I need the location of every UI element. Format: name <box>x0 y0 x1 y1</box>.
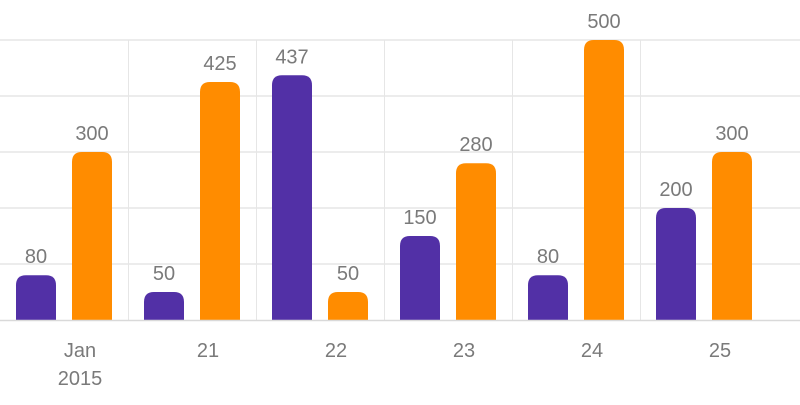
x-tick-label: 24 <box>581 340 603 362</box>
x-tick-label: 22 <box>325 340 347 362</box>
bar <box>16 275 56 320</box>
bar <box>72 152 112 320</box>
bar-value-label: 425 <box>203 53 236 75</box>
bar-value-label: 80 <box>25 246 47 268</box>
bar-value-label: 500 <box>587 11 620 33</box>
bar <box>144 292 184 320</box>
bars-layer <box>16 40 752 320</box>
bar <box>584 40 624 320</box>
x-tick-label: 23 <box>453 340 475 362</box>
bar <box>200 82 240 320</box>
bar <box>712 152 752 320</box>
x-tick-label: 21 <box>197 340 219 362</box>
bar <box>272 75 312 320</box>
bar <box>656 208 696 320</box>
bar-value-label: 300 <box>75 123 108 145</box>
bar <box>400 236 440 320</box>
bar-value-label: 150 <box>403 207 436 229</box>
bar-value-label: 50 <box>337 263 359 285</box>
bar-value-label: 437 <box>275 46 308 68</box>
x-tick-label: 25 <box>709 340 731 362</box>
labels-layer: 80 300 Jan 2015 50 425 21 437 50 22 150 280 23 80 500 2… <box>25 11 749 390</box>
x-tick-label: 2015 <box>58 368 103 390</box>
bar <box>456 163 496 320</box>
bar-value-label: 300 <box>715 123 748 145</box>
bar-value-label: 280 <box>459 134 492 156</box>
bar-value-label: 80 <box>537 246 559 268</box>
x-tick-label: Jan <box>64 340 96 362</box>
bar <box>328 292 368 320</box>
bar <box>528 275 568 320</box>
bar-value-label: 200 <box>659 179 692 201</box>
bar-value-label: 50 <box>153 263 175 285</box>
